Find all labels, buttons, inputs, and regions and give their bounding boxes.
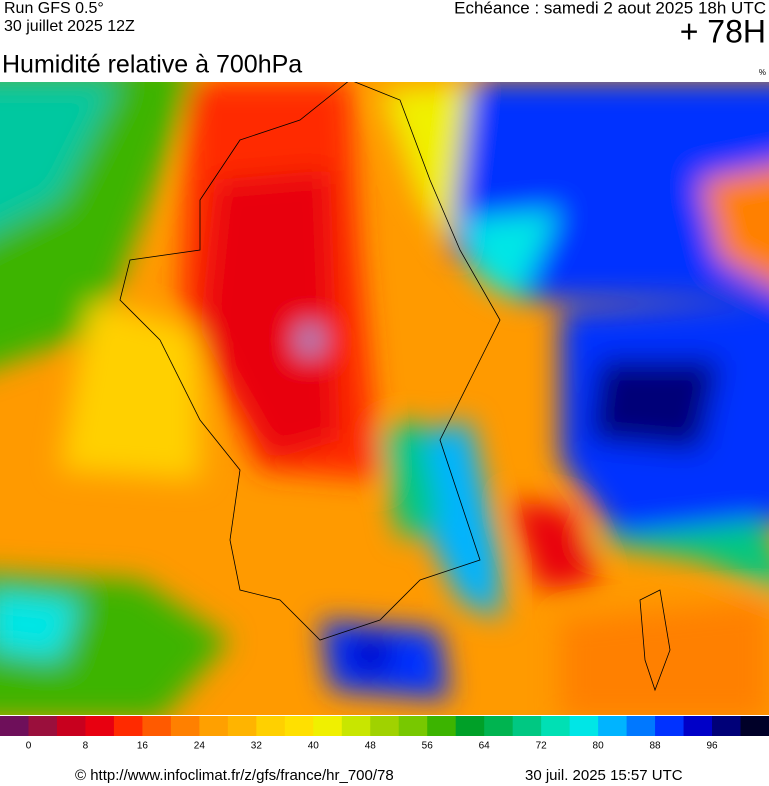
map: [0, 82, 769, 715]
color-swatch: [142, 716, 172, 736]
color-swatch: [740, 716, 769, 736]
color-swatch: [569, 716, 599, 736]
color-swatch: [113, 716, 143, 736]
color-swatch: [85, 716, 115, 736]
colorbar-tick-label: 8: [83, 741, 89, 752]
color-swatch: [370, 716, 400, 736]
color-swatch: [313, 716, 343, 736]
color-swatch: [28, 716, 58, 736]
colorbar-tick-label: 96: [706, 741, 718, 752]
unit: %: [759, 68, 766, 77]
generated: 30 juil. 2025 15:57 UTC: [525, 767, 683, 784]
colorbar-tick-label: 0: [26, 741, 32, 752]
echeance: Echéance : samedi 2 aout 2025 18h UTC: [454, 0, 766, 17]
color-swatch: [683, 716, 713, 736]
colorbar-tick-label: 56: [422, 741, 434, 752]
colorbar-tick-label: 40: [308, 741, 320, 752]
color-swatch: [598, 716, 628, 736]
source: © http://www.infoclimat.fr/z/gfs/france/…: [75, 767, 394, 784]
colorbar-tick-label: 80: [593, 741, 605, 752]
colorbar-tick-label: 88: [650, 741, 662, 752]
run-date: 30 juillet 2025 12Z: [4, 18, 135, 35]
color-swatch: [541, 716, 571, 736]
color-swatch: [455, 716, 485, 736]
colorbar-tick-label: 32: [251, 741, 263, 752]
color-swatch: [227, 716, 257, 736]
title: Humidité relative à 700hPa: [2, 51, 302, 79]
color-swatch: [56, 716, 86, 736]
color-swatch: [0, 716, 29, 736]
color-swatch: [284, 716, 314, 736]
colorbar: 0 8 16 24 32 40 48 56 64 72 80 88 96: [0, 716, 769, 752]
color-swatch: [256, 716, 286, 736]
colorbar-tick-label: 72: [536, 741, 548, 752]
color-swatch: [427, 716, 457, 736]
colorbar-tick-label: 64: [479, 741, 491, 752]
colorbar-tick-label: 48: [365, 741, 377, 752]
color-swatch: [341, 716, 371, 736]
color-swatch: [712, 716, 742, 736]
color-swatch: [484, 716, 514, 736]
colorbar-tick-label: 16: [137, 741, 149, 752]
color-swatch: [199, 716, 229, 736]
lead-time: + 78H: [680, 13, 766, 49]
color-swatch: [170, 716, 200, 736]
run: Run GFS 0.5°: [4, 0, 104, 17]
color-swatch: [626, 716, 656, 736]
color-swatch: [398, 716, 428, 736]
color-swatch: [655, 716, 685, 736]
colorbar-tick-label: 24: [194, 741, 206, 752]
color-swatch: [512, 716, 542, 736]
